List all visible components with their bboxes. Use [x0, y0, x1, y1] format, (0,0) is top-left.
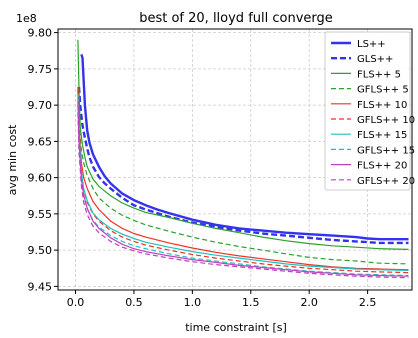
y-offset-label: 1e8	[16, 12, 37, 25]
legend: LS++ GLS++ FLS++ 5 GFLS++ 5 FLS++ 10 GFLS++ 1…	[324, 31, 415, 191]
y-tick-label: 9.65	[28, 135, 53, 148]
series-line-gflspppp-20	[77, 112, 409, 279]
legend-label-gflspppp-10: GFLS++ 10	[357, 115, 415, 126]
series-line-gflspppp-5	[77, 90, 409, 265]
series-line-flspppp-10	[77, 86, 409, 271]
y-tick-label: 9.80	[28, 27, 53, 40]
x-axis-label: time constraint [s]	[185, 321, 287, 334]
legend-label-flspppp-5: FLS++ 5	[357, 69, 401, 80]
series-line-flspppp-20	[77, 101, 409, 277]
legend-label-gflspppp-20: GFLS++ 20	[357, 176, 415, 187]
legend-label-flspppp-10: FLS++ 10	[357, 100, 407, 111]
x-tick-label: 2.5	[359, 296, 377, 309]
y-tick-label: 9.45	[28, 280, 53, 293]
y-axis-ticks: 9.45 9.50 9.55 9.60 9.65 9.70 9.75 9.80	[28, 27, 58, 293]
y-tick-label: 9.60	[28, 172, 53, 185]
x-tick-label: 0.0	[67, 296, 85, 309]
x-tick-label: 1.5	[242, 296, 260, 309]
legend-label-flspppp-15: FLS++ 15	[357, 130, 407, 141]
y-tick-label: 9.50	[28, 244, 53, 257]
legend-label-gflspppp-5: GFLS++ 5	[357, 85, 409, 96]
legend-label-glspppp: GLS++	[357, 54, 393, 65]
legend-label-flspppp-20: FLS++ 20	[357, 161, 407, 172]
x-axis-ticks: 0.0 0.5 1.0 1.5 2.0 2.5	[67, 290, 377, 309]
plot-frame	[57, 28, 413, 291]
series-line-flspppp-15	[77, 94, 409, 271]
series-line-flspppp-5	[77, 39, 409, 250]
chart-title: best of 20, lloyd full converge	[139, 11, 333, 26]
y-tick-label: 9.75	[28, 63, 53, 76]
series-lines	[77, 39, 409, 279]
series-line-glspppp	[77, 86, 409, 245]
legend-box	[324, 31, 411, 191]
series-line-lspppp	[80, 54, 409, 241]
y-tick-label: 9.55	[28, 208, 53, 221]
legend-label-lspppp: LS++	[357, 39, 386, 50]
legend-label-gflspppp-15: GFLS++ 15	[357, 145, 415, 156]
x-tick-label: 0.5	[125, 296, 143, 309]
x-tick-label: 1.0	[184, 296, 202, 309]
y-axis-label: avg min cost	[6, 124, 19, 195]
y-tick-label: 9.70	[28, 99, 53, 112]
x-tick-label: 2.0	[300, 296, 318, 309]
